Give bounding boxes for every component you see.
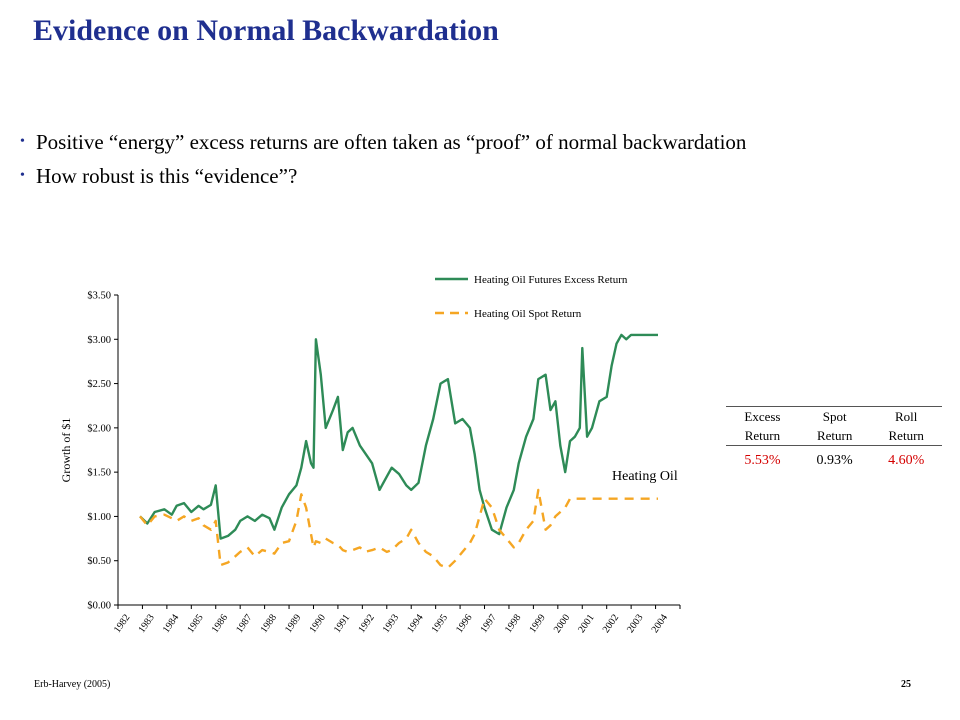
header-line: Excess bbox=[744, 409, 781, 424]
x-tick-label: 1990 bbox=[307, 612, 327, 635]
header-line: Return bbox=[888, 428, 924, 443]
x-tick-label: 1984 bbox=[161, 612, 181, 635]
roll-return-value: 4.60% bbox=[888, 453, 925, 468]
y-axis-label: Growth of $1 bbox=[59, 418, 73, 483]
x-tick-label: 1987 bbox=[234, 612, 254, 635]
bullet-text: How robust is this “evidence”? bbox=[36, 164, 298, 188]
y-tick-label: $0.50 bbox=[87, 556, 111, 567]
y-tick-label: $2.50 bbox=[87, 379, 111, 390]
x-tick-label: 1992 bbox=[356, 612, 376, 635]
returns-header-row: Excess Return Spot Return Roll Return bbox=[726, 406, 942, 446]
y-tick-label: $1.00 bbox=[87, 512, 111, 523]
bullet-dot-icon: • bbox=[20, 134, 25, 149]
x-tick-label: 1999 bbox=[527, 612, 547, 635]
bullet-item: • Positive “energy” excess returns are of… bbox=[20, 125, 746, 159]
excess-return-value: 5.53% bbox=[744, 453, 781, 468]
y-tick-label: $3.50 bbox=[87, 291, 111, 302]
chart-legend: Heating Oil Futures Excess Return Heating… bbox=[435, 274, 628, 320]
returns-table: Excess Return Spot Return Roll Return 5.53%… bbox=[726, 406, 942, 470]
returns-header-excess: Excess Return bbox=[726, 406, 799, 446]
legend-futures-label: Heating Oil Futures Excess Return bbox=[474, 274, 628, 286]
spot-return-line bbox=[139, 488, 658, 569]
page-number: 25 bbox=[901, 679, 911, 690]
bullet-list: • Positive “energy” excess returns are of… bbox=[20, 125, 746, 193]
x-tick-label: 1982 bbox=[112, 612, 132, 635]
header-line: Roll bbox=[895, 409, 918, 424]
header-line: Return bbox=[744, 428, 781, 443]
x-tick-label: 1985 bbox=[185, 612, 205, 635]
x-tick-label: 2002 bbox=[601, 612, 621, 635]
y-tick-label: $1.50 bbox=[87, 468, 111, 479]
x-tick-label: 1997 bbox=[478, 612, 498, 635]
x-tick-label: 2001 bbox=[576, 612, 596, 635]
futures-excess-return-line bbox=[139, 333, 658, 540]
y-tick-label: $2.00 bbox=[87, 423, 111, 434]
slide-title: Evidence on Normal Backwardation bbox=[33, 14, 499, 47]
chart-annotations: Heating Oil bbox=[612, 469, 678, 484]
chart-axes: $0.00 $0.50 $1.00 $1.50 $2.00 $2.50 $3.00 $3.50… bbox=[59, 291, 681, 635]
bullet-item: • How robust is this “evidence”? bbox=[20, 159, 746, 193]
returns-header-spot: Spot Return bbox=[798, 406, 871, 446]
x-tick-label: 1995 bbox=[430, 612, 450, 635]
bullet-dot-icon: • bbox=[20, 168, 25, 183]
x-tick-label: 1998 bbox=[503, 612, 523, 635]
x-tick-label: 1988 bbox=[259, 612, 279, 635]
x-tick-label: 1996 bbox=[454, 612, 474, 635]
y-tick-label: $3.00 bbox=[87, 335, 111, 346]
footer-citation: Erb-Harvey (2005) bbox=[34, 679, 111, 690]
header-line: Return bbox=[816, 428, 853, 443]
x-tick-label: 1991 bbox=[332, 612, 352, 635]
x-tick-label: 1994 bbox=[405, 612, 425, 635]
legend-spot-label: Heating Oil Spot Return bbox=[474, 308, 582, 320]
y-tick-label: $0.00 bbox=[87, 601, 111, 612]
returns-value-row: 5.53% 0.93% 4.60% bbox=[726, 446, 942, 471]
x-tick-label: 1986 bbox=[210, 612, 230, 635]
bullet-text: Positive “energy” excess returns are oft… bbox=[36, 130, 747, 154]
returns-header-roll: Roll Return bbox=[870, 406, 942, 446]
header-line: Spot bbox=[822, 409, 847, 424]
x-tick-label: 2000 bbox=[552, 612, 572, 635]
x-tick-label: 2004 bbox=[650, 612, 670, 635]
x-tick-label: 1983 bbox=[136, 612, 156, 635]
x-tick-label: 1993 bbox=[381, 612, 401, 635]
chart-series-group bbox=[139, 333, 658, 569]
x-tick-label: 2003 bbox=[625, 612, 645, 635]
x-tick-label: 1989 bbox=[283, 612, 303, 635]
heating-oil-annotation: Heating Oil bbox=[612, 469, 678, 484]
spot-return-value: 0.93% bbox=[816, 453, 853, 468]
